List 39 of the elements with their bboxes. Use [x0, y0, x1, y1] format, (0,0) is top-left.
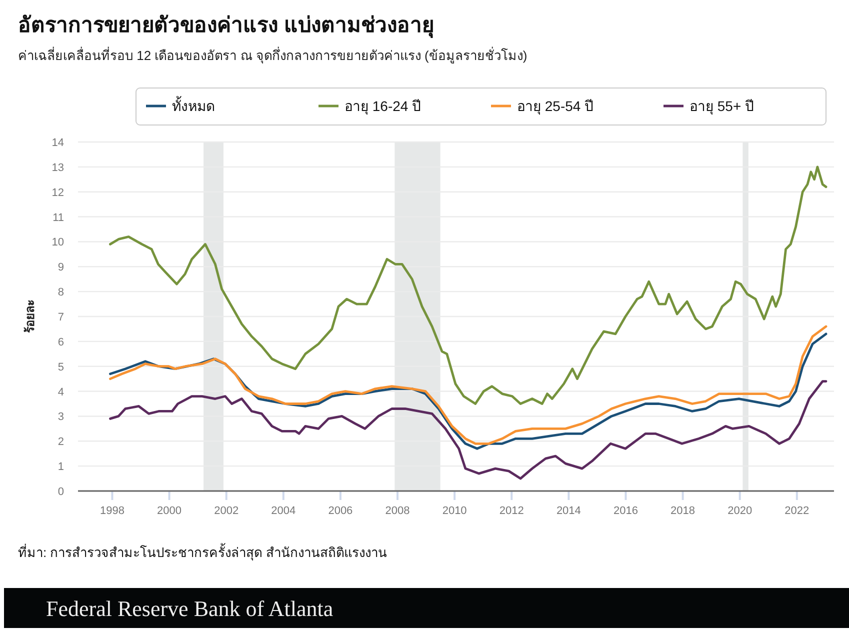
x-tick-label: 2020	[728, 505, 752, 517]
legend-label: ทั้งหมด	[172, 96, 215, 114]
y-axis-title: ร้อยละ	[23, 300, 37, 333]
y-tick-label: 9	[58, 262, 64, 274]
line-series	[109, 380, 828, 480]
x-tick-label: 2016	[614, 505, 638, 517]
legend-label: อายุ 25-54 ปี	[517, 98, 594, 115]
y-tick-label: 14	[52, 137, 64, 149]
x-tick-label: 2004	[271, 505, 296, 517]
x-tick-label: 2022	[784, 505, 810, 517]
x-tick-label: 2008	[385, 505, 410, 517]
y-tick-label: 12	[52, 186, 64, 199]
x-tick-label: 2010	[442, 505, 467, 517]
y-tick-label: 13	[52, 162, 64, 174]
chart-subtitle: ค่าเฉลี่ยเคลื่อนที่รอบ 12 เดือนของอัตรา ณ จุดกึ่งกลางการขยายตัวค่าแรง (ข้อมูลรายชั่วโมง)	[18, 47, 528, 64]
y-tick-label: 7	[58, 312, 64, 324]
legend-label: อายุ 55+ ปี	[690, 98, 754, 115]
line-series	[109, 166, 828, 405]
y-tick-label: 1	[58, 461, 64, 474]
y-tick-label: 0	[58, 486, 64, 498]
y-tick-label: 5	[58, 361, 64, 374]
text: ที่มา: การสำรวจสำมะโนประชากรครั้งล่าสุด สำนักงานสถิติแรงงาน	[18, 543, 387, 561]
x-tick-label: 2000	[157, 505, 182, 517]
x-tick-label: 1998	[100, 505, 124, 517]
y-tick-label: 3	[58, 411, 64, 424]
y-tick-label: 11	[52, 212, 64, 224]
y-tick-label: 6	[58, 336, 64, 348]
x-tick-label: 2012	[499, 505, 524, 517]
y-tick-label: 10	[52, 236, 64, 249]
x-tick-label: 2002	[214, 505, 239, 517]
x-tick-label: 2014	[556, 505, 581, 517]
x-tick-label: 2006	[328, 505, 353, 517]
legend-label: อายุ 16-24 ปี	[344, 98, 422, 115]
y-tick-label: 4	[58, 386, 64, 398]
y-tick-label: 2	[58, 436, 64, 448]
y-tick-label: 8	[58, 286, 64, 299]
chart-title: อัตราการขยายตัวของค่าแรง แบ่งตามช่วงอายุ	[18, 14, 434, 39]
x-tick-label: 2018	[670, 505, 696, 517]
text: Federal Reserve Bank of Atlanta	[46, 596, 334, 621]
